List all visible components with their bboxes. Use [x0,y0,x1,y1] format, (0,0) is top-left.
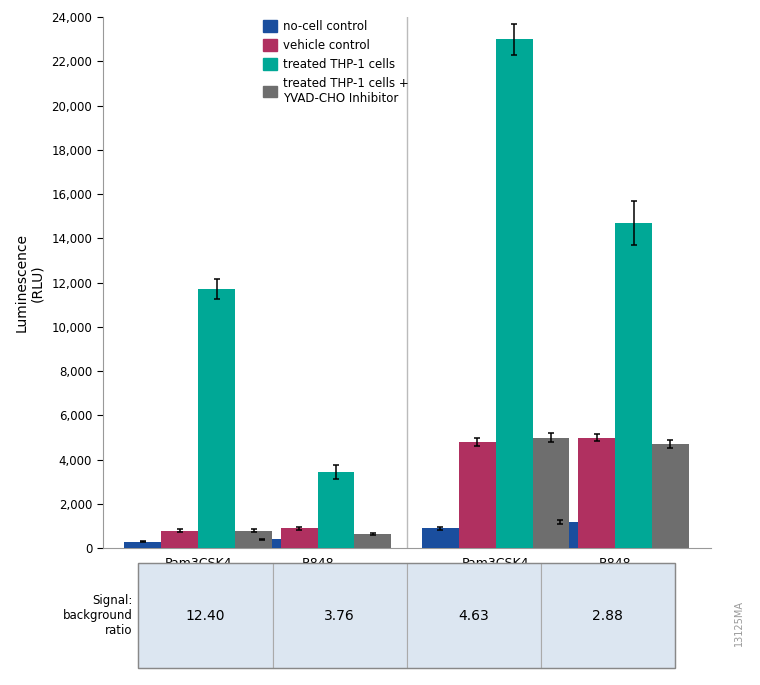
Bar [459,442,496,548]
Bar [578,438,615,548]
Text: culture medium: culture medium [196,641,319,656]
Bar [280,528,318,548]
Bar [138,564,273,669]
Bar [615,223,652,548]
Bar [244,539,280,548]
Bar [533,438,569,548]
Bar [540,564,675,669]
Bar [652,445,689,548]
Bar [235,531,272,548]
Bar [496,39,533,548]
Bar [354,534,391,548]
Bar [318,472,354,548]
Bar [541,522,578,548]
Bar [125,542,161,548]
Text: 3.76: 3.76 [325,609,355,623]
Y-axis label: Luminescence
(RLU): Luminescence (RLU) [14,233,44,332]
Text: cells: cells [538,641,573,656]
Text: 2.88: 2.88 [592,609,623,623]
Bar [422,528,459,548]
Bar [198,289,235,548]
Bar [273,564,407,669]
Text: 13125MA: 13125MA [733,600,744,647]
Bar [161,531,198,548]
Text: 4.63: 4.63 [458,609,489,623]
Bar [407,564,540,669]
Text: 12.40: 12.40 [185,609,225,623]
Bar [138,564,675,669]
Text: Signal:
background
ratio: Signal: background ratio [62,595,132,638]
Legend: no-cell control, vehicle control, treated THP-1 cells, treated THP-1 cells +
YVA: no-cell control, vehicle control, treate… [261,18,411,107]
